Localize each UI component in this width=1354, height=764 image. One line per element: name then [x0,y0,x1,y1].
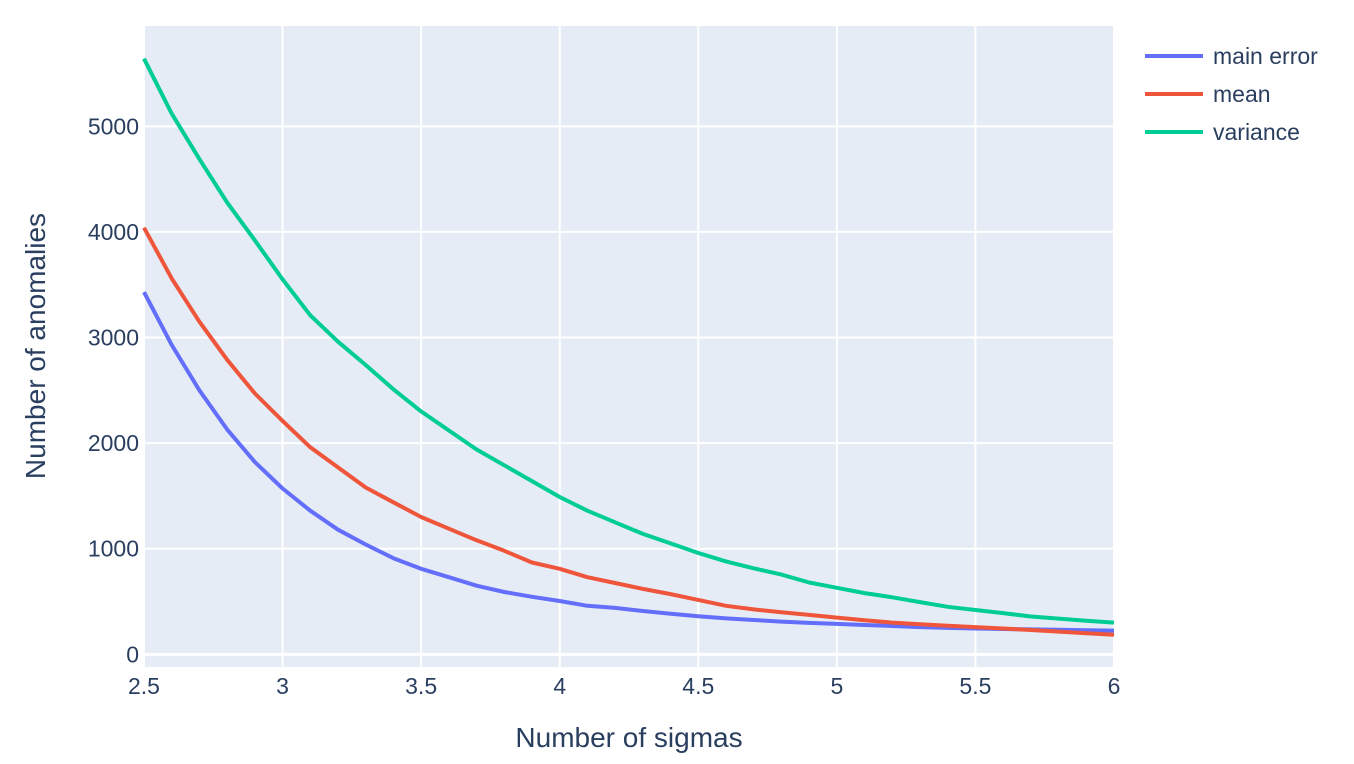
x-tick-labels: 2.5 3 3.5 4 4.5 5 5.5 6 [128,673,1120,699]
x-tick-label: 6 [1108,673,1121,699]
legend-item-mean[interactable]: mean [1145,81,1271,107]
legend[interactable]: main error mean variance [1145,43,1318,145]
x-tick-label: 5 [830,673,843,699]
y-tick-label: 5000 [88,113,139,139]
y-tick-label: 0 [126,641,139,667]
plot-background [144,26,1114,667]
legend-item-main-error[interactable]: main error [1145,43,1318,69]
y-tick-label: 1000 [88,536,139,562]
x-tick-label: 3.5 [405,673,437,699]
y-tick-labels: 0 1000 2000 3000 4000 5000 [88,113,139,667]
y-tick-label: 3000 [88,325,139,351]
x-tick-label: 3 [276,673,289,699]
legend-item-variance[interactable]: variance [1145,119,1300,145]
y-tick-label: 4000 [88,219,139,245]
x-tick-label: 2.5 [128,673,160,699]
series-line-variance [142,57,1115,625]
x-tick-label: 5.5 [959,673,991,699]
y-tick-label: 2000 [88,430,139,456]
series-line-mean [142,226,1115,637]
y-axis-title: Number of anomalies [20,213,51,479]
legend-label: main error [1213,43,1318,69]
legend-label: mean [1213,81,1271,107]
x-tick-label: 4 [553,673,566,699]
x-axis-title: Number of sigmas [515,722,742,753]
series-lines [142,57,1115,637]
legend-label: variance [1213,119,1300,145]
x-tick-label: 4.5 [682,673,714,699]
